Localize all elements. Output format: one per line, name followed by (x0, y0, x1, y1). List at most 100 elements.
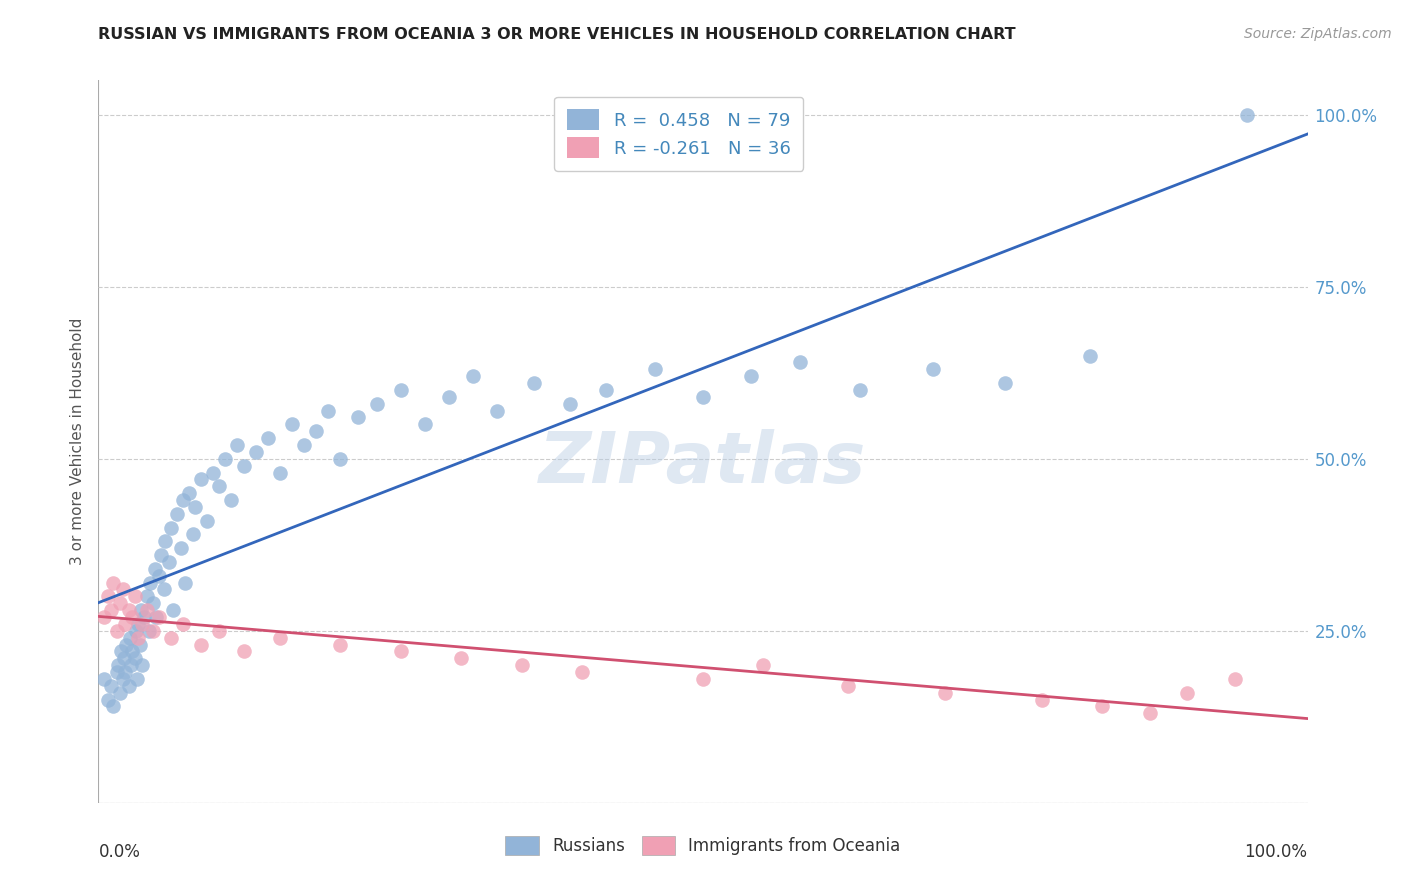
Point (118, 603, 141, 617)
Point (124, 590, 146, 604)
Point (208, 479, 231, 493)
Point (226, 438, 249, 452)
Point (127, 616, 149, 631)
Point (145, 610, 167, 624)
Point (413, 417, 436, 432)
Point (107, 658, 129, 673)
Point (463, 369, 485, 384)
Point (190, 638, 212, 652)
Point (329, 638, 352, 652)
Point (172, 493, 194, 508)
Point (169, 541, 191, 556)
Point (752, 658, 775, 673)
Point (135, 590, 157, 604)
Point (115, 638, 138, 652)
Point (181, 527, 204, 541)
Point (172, 616, 194, 631)
Point (389, 644, 412, 658)
Point (208, 624, 231, 638)
Point (692, 390, 714, 404)
Point (118, 631, 141, 645)
Point (934, 686, 956, 700)
Text: ZIPatlas: ZIPatlas (540, 429, 866, 498)
Point (125, 624, 148, 638)
Point (849, 383, 872, 397)
Point (202, 466, 225, 480)
Point (93, 672, 115, 686)
Point (1078, 349, 1101, 363)
Point (129, 603, 152, 617)
Point (692, 672, 714, 686)
Point (160, 520, 183, 534)
Point (305, 424, 328, 438)
Point (269, 631, 291, 645)
Text: 100.0%: 100.0% (1244, 843, 1308, 861)
Point (269, 466, 291, 480)
Point (1139, 706, 1161, 721)
Point (329, 451, 352, 466)
Point (127, 672, 149, 686)
Point (221, 493, 243, 508)
Point (110, 644, 132, 658)
Point (114, 616, 136, 631)
Point (153, 534, 176, 549)
Point (131, 616, 153, 631)
Point (595, 383, 617, 397)
Point (1091, 699, 1114, 714)
Point (162, 603, 184, 617)
Point (921, 362, 943, 376)
Point (142, 624, 165, 638)
Point (97, 692, 120, 706)
Point (245, 445, 267, 459)
Point (108, 686, 131, 700)
Point (121, 644, 143, 658)
Point (1236, 108, 1258, 122)
Point (166, 507, 188, 521)
Text: RUSSIAN VS IMMIGRANTS FROM OCEANIA 3 OR MORE VEHICLES IN HOUSEHOLD CORRELATION C: RUSSIAN VS IMMIGRANTS FROM OCEANIA 3 OR … (98, 27, 1017, 42)
Point (120, 658, 142, 673)
Point (1031, 692, 1053, 706)
Point (789, 355, 811, 369)
Point (139, 575, 162, 590)
Point (100, 603, 122, 617)
Point (112, 651, 135, 665)
Y-axis label: 3 or more Vehicles in Household: 3 or more Vehicles in Household (69, 318, 84, 566)
Point (127, 631, 149, 645)
Point (389, 383, 412, 397)
Point (179, 486, 201, 500)
Point (1223, 672, 1246, 686)
Point (150, 548, 173, 562)
Point (148, 568, 170, 582)
Point (108, 596, 131, 610)
Point (644, 362, 666, 376)
Point (232, 644, 254, 658)
Point (486, 403, 509, 417)
Point (118, 679, 141, 693)
Point (292, 438, 315, 452)
Point (510, 658, 533, 673)
Point (148, 610, 170, 624)
Point (111, 672, 134, 686)
Point (174, 575, 197, 590)
Point (160, 631, 183, 645)
Point (128, 638, 150, 652)
Point (97, 590, 120, 604)
Point (347, 410, 370, 425)
Point (450, 651, 472, 665)
Point (184, 500, 207, 514)
Point (135, 603, 157, 617)
Point (523, 376, 546, 390)
Point (93, 610, 115, 624)
Point (190, 472, 212, 486)
Point (316, 403, 339, 417)
Point (558, 397, 581, 411)
Point (143, 562, 166, 576)
Point (121, 610, 143, 624)
Legend: Russians, Immigrants from Oceania: Russians, Immigrants from Oceania (498, 827, 908, 863)
Point (101, 575, 124, 590)
Point (114, 665, 136, 679)
Point (100, 679, 122, 693)
Point (157, 555, 180, 569)
Point (195, 514, 218, 528)
Point (214, 451, 236, 466)
